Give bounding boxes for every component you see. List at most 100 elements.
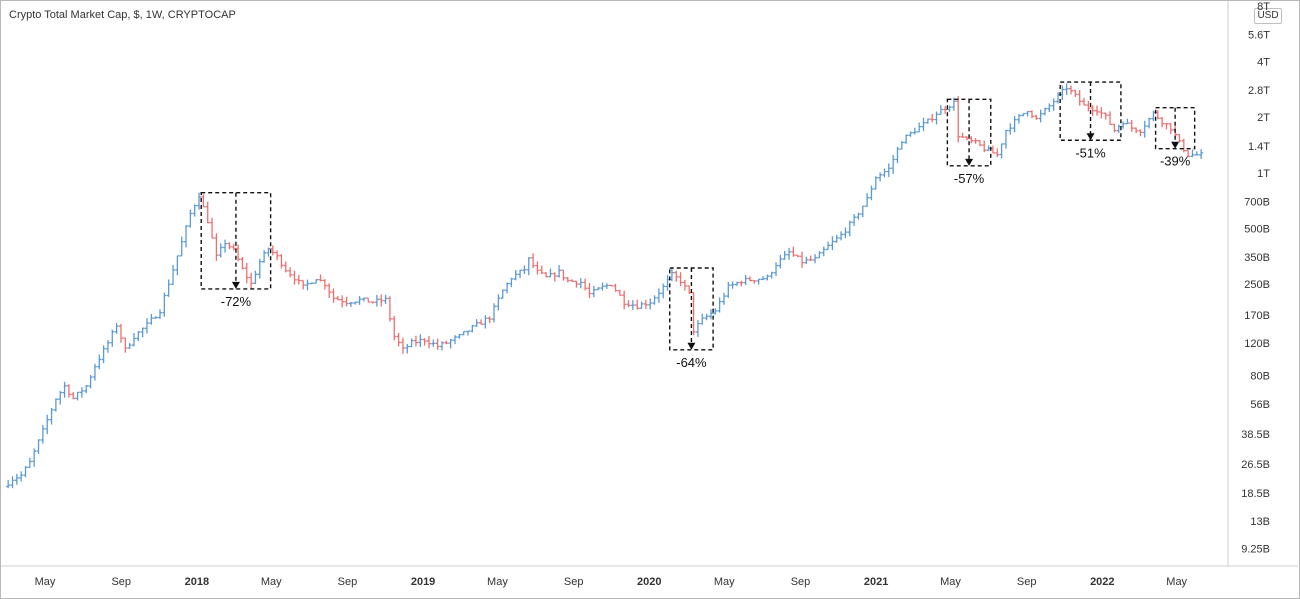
ohlc-bar (84, 385, 89, 394)
ohlc-bar (361, 297, 366, 302)
ohlc-bar (1116, 124, 1121, 133)
ohlc-bar (847, 220, 852, 237)
ohlc-bar (197, 192, 202, 210)
ohlc-bar (938, 105, 943, 116)
ohlc-bar (878, 172, 883, 182)
ohlc-bar (45, 414, 50, 435)
ohlc-bar (1129, 120, 1134, 132)
ohlc-bar (604, 283, 609, 289)
ohlc-bar (513, 269, 518, 281)
ohlc-bar (617, 289, 622, 296)
ohlc-bar (314, 279, 319, 284)
x-tick-label: May (1166, 576, 1187, 588)
x-tick-label: Sep (1017, 576, 1037, 588)
y-tick-label: 26.5B (1241, 459, 1270, 471)
ohlc-bar (912, 127, 917, 135)
currency-badge[interactable]: USD (1254, 8, 1282, 24)
ohlc-bar (930, 113, 935, 123)
ohlc-bar (535, 261, 540, 275)
drawdown-arrow-head (687, 342, 696, 350)
ohlc-bar (990, 145, 995, 154)
y-tick-label: 80B (1250, 370, 1270, 382)
ohlc-bar (747, 276, 752, 282)
drawdown-label: -64% (676, 355, 707, 370)
ohlc-bar (843, 227, 848, 239)
y-tick-label: 250B (1244, 279, 1270, 291)
ohlc-bar (804, 256, 809, 264)
y-tick-label: 38.5B (1241, 429, 1270, 441)
ohlc-bar (1086, 100, 1091, 112)
ohlc-bar (648, 298, 653, 310)
ohlc-bar (1125, 118, 1130, 125)
ohlc-bar (262, 250, 267, 263)
ohlc-bar (739, 280, 744, 287)
ohlc-bar (492, 303, 497, 323)
ohlc-bar (357, 296, 362, 305)
ohlc-bar (466, 330, 471, 336)
ohlc-bar (218, 243, 223, 258)
ohlc-bar (505, 282, 510, 294)
x-tick-label: May (714, 576, 735, 588)
x-tick-label: 2020 (637, 576, 661, 588)
ohlc-bar (253, 270, 258, 285)
drawdown-arrow-head (1171, 141, 1180, 149)
ohlc-bar (778, 254, 783, 269)
ohlc-bar (23, 466, 28, 478)
ohlc-bar (596, 287, 601, 291)
y-tick-label: 5.6T (1248, 30, 1270, 42)
ohlc-bar (136, 331, 141, 342)
ohlc-bar (865, 193, 870, 207)
ohlc-bar (726, 282, 731, 298)
y-tick-label: 350B (1244, 252, 1270, 264)
ohlc-bar (704, 313, 709, 321)
ohlc-bar (1012, 115, 1017, 133)
ohlc-bar (730, 281, 735, 289)
ohlc-bar (149, 313, 154, 325)
y-tick-label: 120B (1244, 338, 1270, 350)
y-tick-label: 500B (1244, 223, 1270, 235)
ohlc-bar (309, 282, 314, 285)
drawdown-rect (200, 191, 272, 290)
ohlc-bar (518, 269, 523, 279)
y-tick-label: 1.4T (1248, 141, 1270, 153)
ohlc-bar (1051, 98, 1056, 111)
ohlc-bar (713, 308, 718, 315)
ohlc-bar (58, 390, 63, 405)
ohlc-bar (548, 268, 553, 278)
y-tick-label: 170B (1244, 310, 1270, 322)
ohlc-bar (1186, 149, 1191, 158)
ohlc-bar (461, 330, 466, 336)
ohlc-bar (1112, 123, 1117, 133)
ohlc-bar (201, 194, 206, 208)
ohlc-bar (214, 233, 219, 261)
ohlc-bar (153, 316, 158, 319)
ohlc-bar (236, 244, 241, 262)
ohlc-bar (639, 301, 644, 309)
drawdown-box: -39% (1154, 107, 1196, 169)
x-tick-label: 2021 (864, 576, 888, 588)
ohlc-bar (891, 154, 896, 174)
ohlc-bar (1073, 89, 1078, 98)
ohlc-bar (452, 335, 457, 345)
ohlc-bar (921, 117, 926, 132)
x-tick-label: Sep (564, 576, 584, 588)
ohlc-bar (743, 274, 748, 285)
drawdown-box: -57% (946, 98, 992, 186)
ohlc-bar (413, 335, 418, 347)
ohlc-bar (275, 250, 280, 261)
y-tick-label: 56B (1250, 399, 1270, 411)
ohlc-bar (227, 242, 232, 250)
ohlc-bar (687, 285, 692, 294)
ohlc-bar (426, 335, 431, 349)
ohlc-bar (387, 296, 392, 322)
ohlc-bar (344, 296, 349, 307)
ohlc-bar (721, 292, 726, 305)
ohlc-bar (839, 231, 844, 241)
ohlc-bar (396, 332, 401, 347)
ohlc-bar (383, 294, 388, 305)
ohlc-bar (474, 318, 479, 327)
ohlc-bar (188, 209, 193, 228)
ohlc-bar (695, 320, 700, 337)
ohlc-bar (210, 217, 215, 239)
